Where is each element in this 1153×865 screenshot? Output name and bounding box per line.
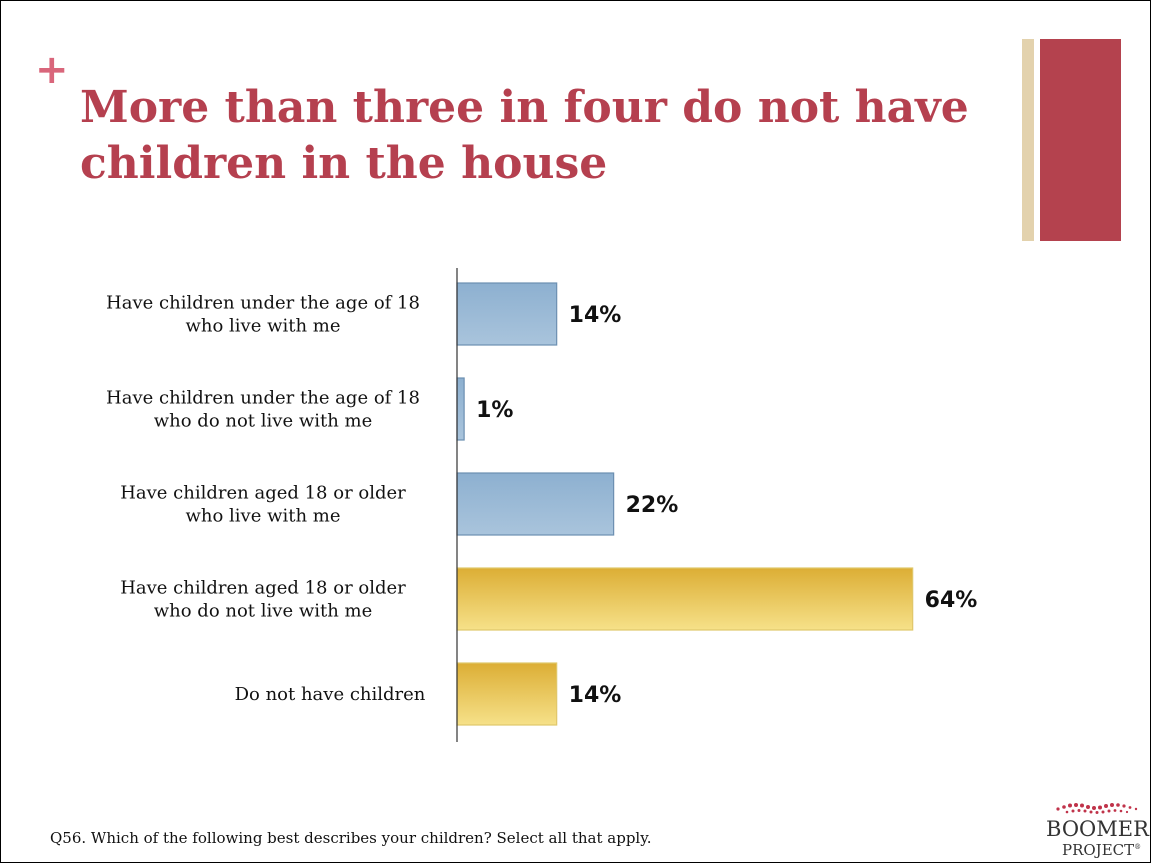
category-label-4-line-1: Have children aged 18 or older [120, 578, 406, 599]
category-label-4: Have children aged 18 or older who do not… [120, 578, 406, 622]
category-label-3: Have children aged 18 or older who live w… [120, 483, 406, 527]
category-label-5-line-1: Do not have children [235, 684, 426, 705]
value-label-2: 1% [476, 398, 513, 423]
decorative-tan-bar [1022, 39, 1034, 241]
plus-icon: + [35, 47, 69, 93]
bar-chart: 14%Have children under the age of 18 who … [106, 268, 978, 742]
value-label-5: 14% [569, 683, 622, 708]
logo-line2: PROJECT® [1062, 841, 1141, 859]
decorative-red-bar [1040, 39, 1121, 241]
category-label-1-line-2: who live with me [185, 316, 340, 337]
category-label-5: Do not have children [235, 684, 426, 705]
bar-4 [456, 567, 914, 631]
category-label-3-line-2: who live with me [185, 506, 340, 527]
category-label-2: Have children under the age of 18 who do … [106, 388, 420, 432]
slide-title: More than three in four do not have chil… [80, 82, 969, 189]
logo-line2-text: PROJECT [1062, 841, 1135, 859]
category-label-2-line-1: Have children under the age of 18 [106, 388, 420, 409]
bar-1 [456, 282, 558, 346]
question-footnote: Q56. Which of the following best describ… [50, 829, 652, 847]
bar-3 [456, 472, 615, 536]
value-label-4: 64% [925, 588, 978, 613]
boomer-project-logo: BOOMER PROJECT® [1040, 795, 1152, 863]
value-label-3: 22% [626, 493, 679, 518]
bars-group: 14%Have children under the age of 18 who … [106, 282, 978, 726]
category-label-4-line-2: who do not live with me [154, 601, 373, 622]
category-label-1-line-1: Have children under the age of 18 [106, 293, 420, 314]
logo-line1: BOOMER [1046, 817, 1149, 841]
logo-dots-icon [1056, 803, 1138, 814]
category-label-1: Have children under the age of 18 who liv… [106, 293, 420, 337]
category-label-2-line-2: who do not live with me [154, 411, 373, 432]
bar-2 [456, 377, 465, 441]
bar-5 [456, 662, 558, 726]
logo-registered-mark: ® [1134, 843, 1142, 851]
category-label-3-line-1: Have children aged 18 or older [120, 483, 406, 504]
value-label-1: 14% [569, 303, 622, 328]
